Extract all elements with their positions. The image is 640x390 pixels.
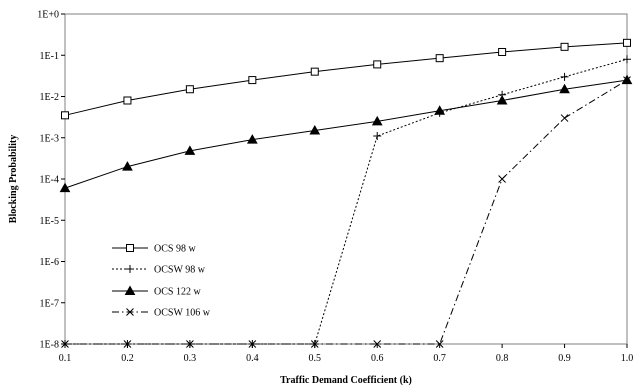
legend-marker xyxy=(126,308,134,316)
series-line xyxy=(65,58,628,345)
series-2 xyxy=(61,55,631,348)
data-point xyxy=(560,114,569,122)
data-point xyxy=(248,340,257,348)
x-tick-label: 0.4 xyxy=(246,353,259,364)
data-point xyxy=(310,67,319,76)
legend-label: OCS 98 w xyxy=(154,244,196,255)
y-tick-label: 1E-8 xyxy=(40,340,59,351)
legend: OCS 98 w OCSW 98 w OCS 122 w OCSW 106 w xyxy=(112,244,211,319)
data-point xyxy=(559,83,570,94)
series-line xyxy=(64,79,628,189)
series-layer xyxy=(59,38,633,348)
data-point xyxy=(623,38,631,47)
data-point xyxy=(623,76,631,84)
data-point xyxy=(498,47,507,56)
data-point xyxy=(435,340,444,348)
data-point xyxy=(371,115,383,126)
data-point xyxy=(373,132,382,141)
data-point xyxy=(184,145,196,155)
y-axis-ticks: 1E-8 1E-7 1E-6 1E-5 1E-4 1E-3 1E-2 1E-1 1E+0 xyxy=(37,10,65,351)
data-point xyxy=(246,134,258,144)
y-tick-label: 1E-6 xyxy=(40,257,59,268)
data-point xyxy=(123,340,132,348)
data-point xyxy=(435,54,444,63)
x-tick-label: 0.6 xyxy=(371,353,384,364)
x-tick-label: 0.1 xyxy=(59,353,72,364)
x-axis-label: Traffic Demand Coefficient (k) xyxy=(280,375,412,386)
legend-marker xyxy=(124,285,136,295)
data-point xyxy=(310,340,319,348)
series-3 xyxy=(59,74,633,193)
x-tick-label: 0.3 xyxy=(184,353,197,364)
data-point xyxy=(309,124,321,135)
series-4 xyxy=(61,76,631,348)
data-point xyxy=(373,60,382,69)
data-point xyxy=(560,72,569,81)
plot-area-frame xyxy=(64,13,628,345)
y-tick-label: 1E-2 xyxy=(40,92,59,103)
series-line xyxy=(64,42,628,116)
y-axis-label: Blocking Probability xyxy=(8,135,19,223)
y-tick-label: 1E-7 xyxy=(40,298,59,309)
x-tick-label: 0.8 xyxy=(496,353,509,364)
legend-label: OCS 122 w xyxy=(154,287,201,298)
data-point xyxy=(373,340,382,348)
y-tick-label: 1E-5 xyxy=(40,216,59,227)
y-tick-label: 1E+0 xyxy=(37,10,59,21)
data-point xyxy=(498,175,506,183)
y-tick-label: 1E-3 xyxy=(40,133,59,144)
legend-label: OCSW 98 w xyxy=(154,265,206,276)
y-tick-label: 1E-4 xyxy=(40,175,59,186)
data-point xyxy=(59,182,71,193)
x-axis-ticks: 0.1 0.2 0.3 0.4 0.5 0.6 0.7 0.8 0.9 1.0 xyxy=(59,344,634,364)
x-tick-label: 0.9 xyxy=(558,353,571,364)
data-point xyxy=(623,55,631,64)
data-point xyxy=(123,96,132,105)
data-point xyxy=(560,42,569,51)
data-point xyxy=(496,94,508,105)
data-point xyxy=(248,76,257,85)
x-tick-label: 1.0 xyxy=(621,353,634,364)
data-point xyxy=(434,105,446,115)
x-tick-label: 0.2 xyxy=(121,353,134,364)
x-tick-label: 0.5 xyxy=(309,353,322,364)
legend-marker xyxy=(126,244,134,252)
series-line xyxy=(65,79,628,345)
y-tick-label: 1E-1 xyxy=(40,51,59,62)
legend-marker xyxy=(126,265,134,273)
legend-label: OCSW 106 w xyxy=(154,308,211,319)
data-point xyxy=(122,161,133,171)
data-point xyxy=(185,85,194,94)
data-point xyxy=(61,111,69,120)
series-1 xyxy=(61,38,631,120)
data-point xyxy=(61,340,69,348)
data-point xyxy=(186,340,194,348)
x-tick-label: 0.7 xyxy=(433,353,446,364)
